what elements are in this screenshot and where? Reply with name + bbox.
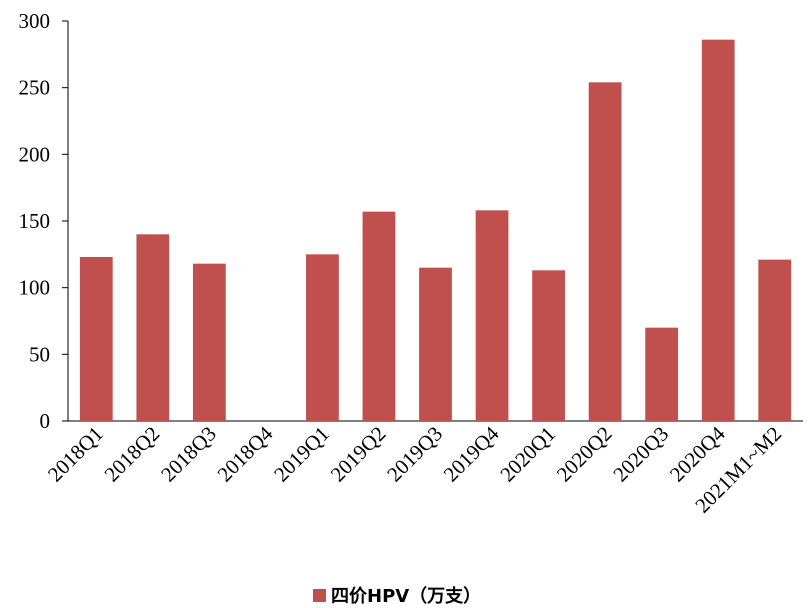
y-tick-label: 300 [19,9,51,33]
bar [419,267,452,421]
x-tick-label: 2019Q1 [269,422,334,487]
bar [588,82,622,421]
y-tick-label: 250 [19,76,51,100]
x-tick-label: 2020Q2 [552,422,617,487]
bar [645,327,679,421]
x-tick-label: 2019Q4 [439,421,504,486]
y-tick-label: 50 [29,342,50,366]
bar [362,211,396,421]
bar [758,259,792,421]
bar [79,257,113,421]
x-tick-label: 2018Q4 [213,421,278,486]
x-tick-label: 2020Q1 [495,422,560,487]
y-tick-label: 150 [19,209,51,233]
bar [701,39,735,422]
y-tick-label: 100 [19,276,51,300]
bar [192,263,226,421]
x-tick-label: 2018Q2 [100,422,165,487]
bar [475,210,509,421]
bar [532,270,565,421]
y-tick-label: 0 [40,409,51,433]
legend-swatch [313,589,326,602]
x-tick-label: 2019Q2 [326,422,391,487]
bar [136,234,170,421]
y-tick-label: 200 [19,142,51,166]
bar [306,254,339,421]
x-tick-label: 2018Q3 [156,422,221,487]
x-tick-label: 2020Q3 [608,422,673,487]
x-tick-label: 2019Q3 [382,422,447,487]
legend-text: 四价HPV（万支） [331,585,481,607]
x-tick-label: 2018Q1 [43,422,108,487]
